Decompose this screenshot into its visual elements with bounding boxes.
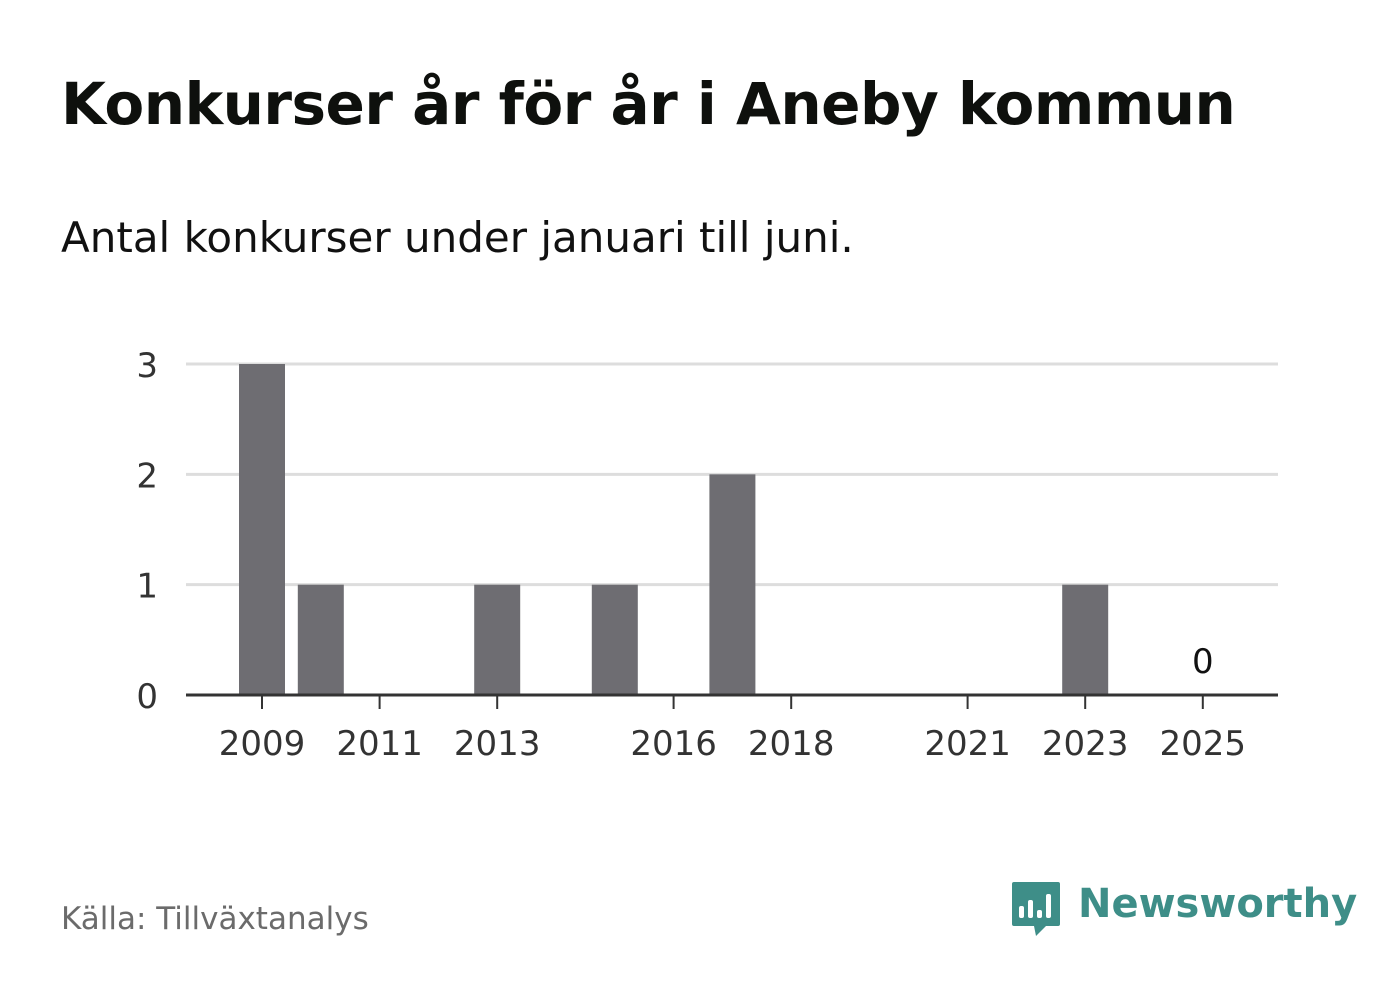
bar [297,584,344,695]
y-tick-label: 3 [136,346,158,386]
y-tick-label: 0 [136,677,158,717]
y-tick-label: 2 [136,456,158,496]
data-label: 0 [1192,642,1214,682]
x-tick-label: 2016 [630,724,717,764]
bar [709,474,756,695]
chart-title: Konkurser år för år i Aneby kommun [61,70,1236,138]
x-tick-label: 2025 [1160,724,1247,764]
bar [239,364,285,695]
bar [474,584,521,695]
bar [591,584,638,695]
chart-subtitle: Antal konkurser under januari till juni. [61,213,854,262]
y-tick-labels: 0 1 2 3 [136,346,158,717]
source-label: Källa: Tillväxtanalys [61,901,369,937]
y-tick-label: 1 [136,567,158,607]
bar [1062,584,1109,695]
x-tick-label: 2009 [219,724,306,764]
x-tick-label: 2021 [924,724,1011,764]
bars [239,364,1109,695]
x-tick-label: 2011 [336,724,423,764]
x-tick-label: 2018 [748,724,835,764]
newsworthy-logo-icon [1012,882,1060,936]
x-tick-label: 2013 [454,724,541,764]
annotations: 0 [1192,642,1214,682]
x-ticks: 2009 2011 2013 2016 2018 2021 2023 2025 [219,695,1246,764]
brand-name: Newsworthy [1078,881,1358,927]
x-tick-label: 2023 [1042,724,1129,764]
